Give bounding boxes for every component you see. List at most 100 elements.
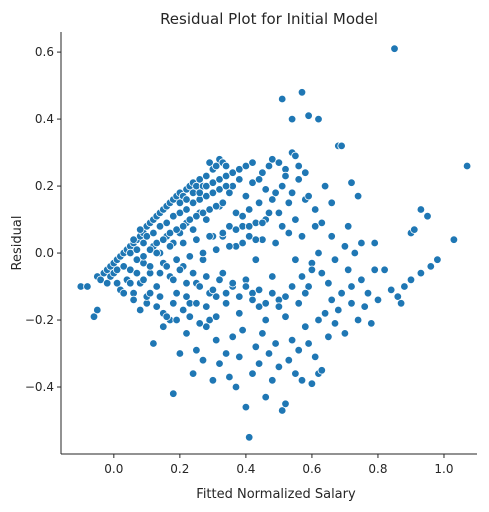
scatter-point-327	[175, 198, 185, 207]
scatter-point-162	[291, 369, 300, 378]
scatter-point-180	[367, 319, 376, 328]
scatter-point-193	[324, 279, 333, 288]
scatter-point-271	[172, 225, 181, 234]
scatter-point-92	[264, 161, 274, 171]
scatter-point-256	[211, 312, 221, 321]
scatter-point-120	[416, 205, 426, 214]
scatter-point-89	[254, 198, 264, 207]
scatter-point-338	[248, 158, 257, 167]
scatter-point-199	[347, 282, 356, 291]
scatter-point-283	[211, 201, 221, 211]
scatter-point-312	[188, 268, 198, 278]
scatter-point-26	[132, 255, 142, 264]
scatter-point-87	[248, 178, 257, 187]
scatter-point-320	[241, 282, 251, 291]
scatter-point-259	[132, 245, 142, 254]
scatter-point-208	[221, 299, 231, 308]
scatter-point-104	[304, 111, 313, 120]
scatter-point-151	[254, 359, 264, 368]
scatter-point-165	[301, 322, 310, 331]
x-tick-label-1: 0.2	[170, 462, 189, 476]
scatter-point-172	[324, 332, 333, 341]
scatter-point-8	[102, 279, 112, 288]
scatter-point-178	[353, 315, 363, 325]
scatter-point-171	[320, 309, 330, 318]
scatter-point-247	[169, 299, 178, 308]
scatter-point-335	[228, 168, 237, 177]
scatter-point-149	[248, 369, 257, 378]
scatter-point-249	[178, 305, 188, 315]
scatter-point-60	[188, 225, 198, 234]
x-tick-label-2: 0.4	[236, 462, 255, 476]
scatter-point-341	[268, 195, 277, 204]
scatter-point-285	[218, 198, 227, 207]
scatter-point-274	[182, 205, 191, 214]
scatter-point-306	[258, 218, 267, 228]
x-tick-label-0: 0.0	[104, 462, 123, 476]
scatter-point-189	[304, 282, 313, 291]
scatter-point-241	[135, 305, 145, 315]
scatter-point-250	[182, 292, 191, 301]
scatter-point-170	[317, 366, 326, 375]
scatter-point-147	[241, 402, 251, 412]
scatter-point-69	[205, 158, 214, 167]
scatter-point-212	[235, 309, 244, 318]
scatter-point-113	[347, 178, 356, 187]
scatter-point-191	[314, 248, 323, 258]
scatter-point-242	[139, 275, 148, 284]
scatter-point-141	[221, 349, 231, 358]
scatter-point-324	[268, 289, 277, 298]
scatter-point-237	[112, 279, 122, 288]
scatter-point-154	[264, 349, 274, 358]
scatter-point-108	[320, 181, 330, 191]
scatter-point-318	[228, 279, 237, 288]
scatter-point-243	[145, 289, 155, 298]
scatter-point-233	[304, 191, 313, 201]
scatter-point-289	[145, 262, 155, 271]
scatter-point-73	[211, 161, 221, 171]
scatter-point-308	[162, 262, 171, 271]
scatter-point-184	[406, 275, 416, 284]
scatter-point-167	[307, 379, 317, 388]
scatter-point-326	[281, 292, 290, 301]
scatter-point-109	[327, 198, 336, 207]
scatter-point-333	[215, 175, 224, 184]
scatter-point-152	[258, 329, 267, 338]
scatter-point-205	[387, 285, 396, 295]
scatter-point-201	[357, 275, 366, 284]
scatter-point-106	[314, 114, 323, 124]
scatter-point-332	[208, 178, 218, 187]
scatter-point-232	[301, 289, 310, 298]
scatter-point-317	[221, 289, 231, 298]
scatter-point-157	[274, 362, 284, 372]
scatter-point-257	[126, 248, 135, 258]
scatter-point-218	[254, 302, 264, 311]
scatter-point-93	[268, 155, 277, 164]
scatter-point-304	[244, 222, 254, 231]
scatter-point-198	[344, 265, 353, 274]
scatter-point-227	[284, 198, 293, 207]
scatter-point-276	[188, 198, 198, 207]
scatter-point-150	[251, 342, 260, 351]
scatter-point-101	[294, 175, 303, 184]
x-tick-label-5: 1.0	[434, 462, 453, 476]
scatter-point-346	[301, 168, 310, 177]
y-tick-label-0: −0.4	[25, 380, 54, 394]
scatter-point-181	[373, 295, 383, 305]
scatter-point-263	[145, 245, 155, 254]
scatter-point-70	[205, 315, 214, 325]
scatter-point-164	[297, 376, 307, 385]
scatter-point-168	[311, 352, 320, 362]
scatter-point-258	[129, 235, 138, 244]
scatter-point-328	[182, 195, 191, 204]
scatter-point-225	[278, 222, 287, 231]
scatter-point-302	[231, 225, 241, 234]
scatter-point-5	[96, 275, 105, 284]
scatter-point-195	[330, 255, 340, 264]
scatter-points	[76, 44, 472, 442]
scatter-point-221	[264, 208, 274, 218]
scatter-point-132	[175, 349, 185, 358]
scatter-point-188	[297, 272, 307, 281]
scatter-point-296	[192, 235, 201, 244]
scatter-point-116	[370, 265, 379, 274]
